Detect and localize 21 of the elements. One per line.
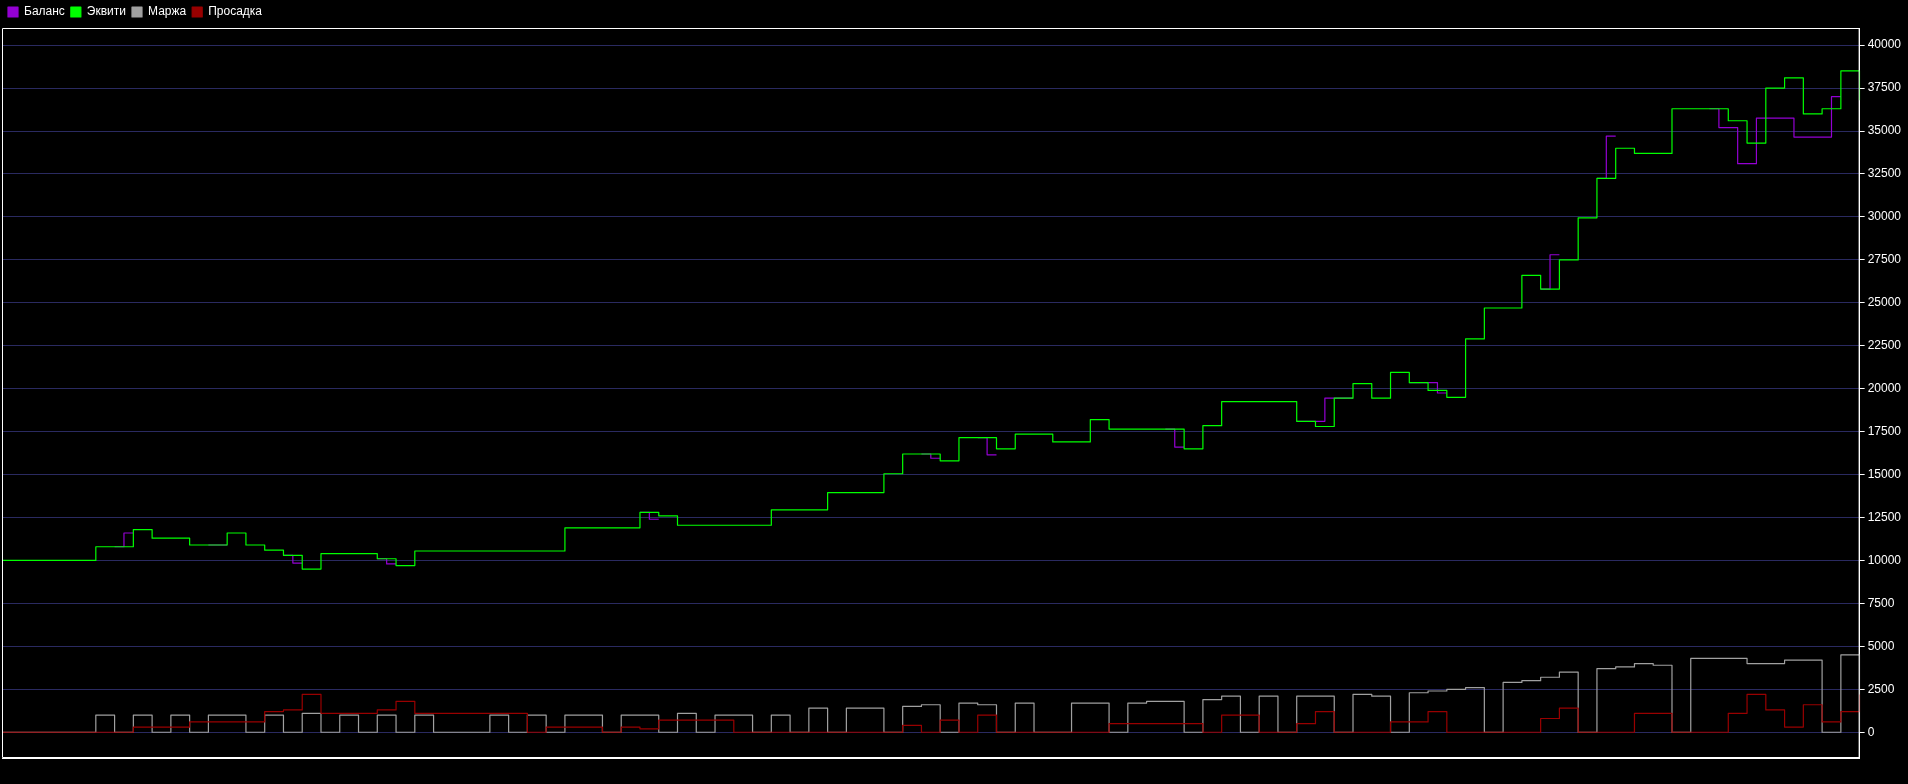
y-tick-label: 17500 xyxy=(1867,423,1902,438)
y-tick-label: 20000 xyxy=(1867,381,1902,396)
legend-label: Маржа xyxy=(148,4,187,19)
y-tick-label: 12500 xyxy=(1867,509,1902,524)
y-tick-label: 22500 xyxy=(1867,338,1902,353)
y-tick-label: 0 xyxy=(1867,724,1875,739)
y-tick-label: 10000 xyxy=(1867,552,1902,567)
y-tick-label: 27500 xyxy=(1867,252,1902,267)
y-tick-label: 40000 xyxy=(1867,37,1902,52)
y-tick-label: 2500 xyxy=(1867,681,1895,696)
y-tick-label: 7500 xyxy=(1867,595,1895,610)
y-tick-label: 25000 xyxy=(1867,295,1902,310)
y-tick-label: 15000 xyxy=(1867,466,1902,481)
legend-label: Баланс xyxy=(24,4,65,19)
y-tick-label: 5000 xyxy=(1867,638,1895,653)
y-tick-label: 30000 xyxy=(1867,209,1902,224)
y-tick-label: 37500 xyxy=(1867,80,1902,95)
y-tick-label: 32500 xyxy=(1867,166,1902,181)
legend-label: Эквити xyxy=(86,4,127,19)
y-tick-label: 35000 xyxy=(1867,123,1902,138)
legend-label: Просадка xyxy=(208,4,263,19)
